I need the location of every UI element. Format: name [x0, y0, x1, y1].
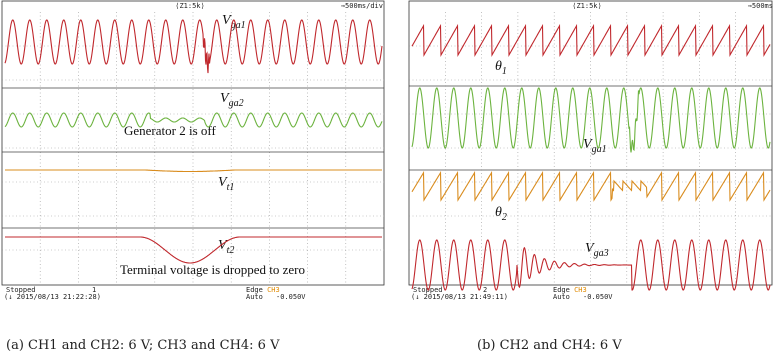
trigger-level: -0.050V [583, 293, 613, 301]
timebase: ⇒500ms [748, 2, 773, 10]
status-timestamp: (↓ 2015/08/13 21:49:11) [411, 293, 508, 301]
scope-panel-b: ⟨Z1:5k⟩ ⇒500ms θ1 Vga1 θ2 Vga3 Stopped 2… [409, 1, 773, 353]
caption: (a) CH1 and CH2: 6 V; CH3 and CH4: 6 V [6, 338, 280, 353]
trigger-level: -0.050V [276, 293, 306, 301]
subscript: 1 [502, 66, 507, 77]
header: ⟨Z1:5k⟩ [572, 2, 602, 10]
subscript: t2 [227, 245, 235, 256]
subscript: ga3 [594, 248, 609, 259]
subscript: t1 [227, 182, 235, 193]
subscript: ga2 [229, 98, 244, 109]
caption: (b) CH2 and CH4: 6 V [477, 338, 622, 353]
header: ⟨Z1:5k⟩ [175, 2, 205, 10]
status-timestamp: (↓ 2015/08/13 21:22:28) [4, 293, 101, 301]
timebase: ⇒500ms/div [341, 2, 383, 10]
page: {"panels": [ {"header": "⟨Z1:5k⟩", "time… [0, 0, 773, 361]
trigger-mode: Auto [553, 293, 570, 301]
figure: ⟨Z1:5k⟩ ⇒500ms/div Vga1 Vga2 Generator 2… [0, 0, 773, 361]
subscript: 2 [502, 212, 507, 223]
annotation: Terminal voltage is dropped to zero [120, 262, 305, 277]
scope-panel-a: ⟨Z1:5k⟩ ⇒500ms/div Vga1 Vga2 Generator 2… [2, 1, 384, 353]
trigger-mode: Auto [246, 293, 263, 301]
